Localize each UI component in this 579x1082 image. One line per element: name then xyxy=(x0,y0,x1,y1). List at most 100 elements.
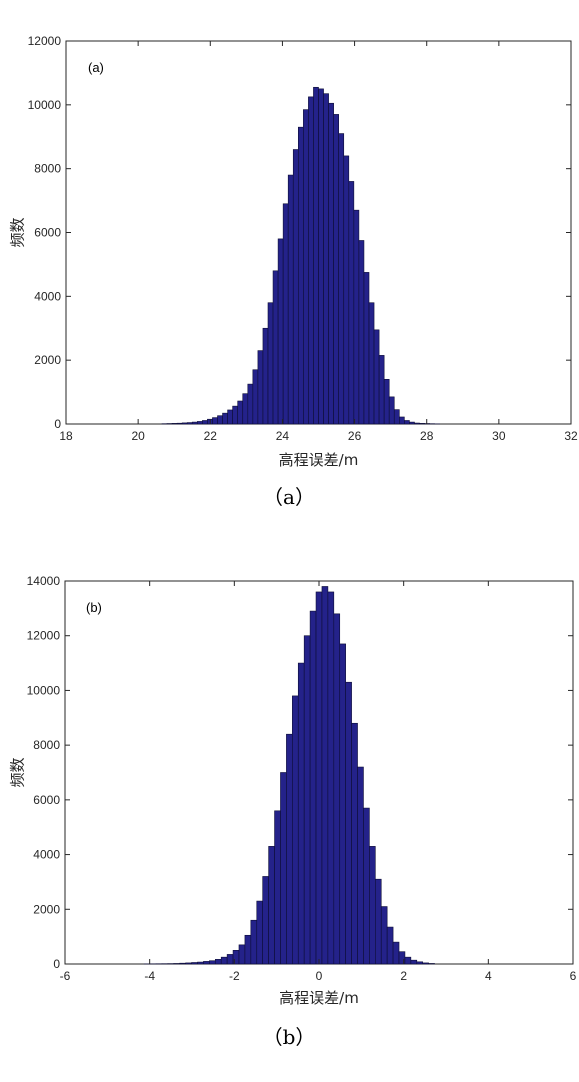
histogram-bars xyxy=(143,586,435,965)
histogram-bar xyxy=(303,635,311,965)
histogram-bar xyxy=(272,270,279,425)
histogram-bar xyxy=(323,93,329,425)
x-tick-label: -6 xyxy=(60,969,71,983)
histogram-bar xyxy=(286,733,293,965)
histogram-bar xyxy=(378,355,385,425)
histogram-bar xyxy=(287,174,294,425)
histogram-bar xyxy=(179,962,186,965)
histogram-bar xyxy=(419,423,425,425)
histogram-bar xyxy=(353,209,360,425)
histogram-bar xyxy=(416,961,424,965)
histogram-bar xyxy=(222,412,228,425)
histogram-bar xyxy=(404,420,410,425)
histogram-bar xyxy=(409,421,415,425)
x-tick-label: -4 xyxy=(144,969,155,983)
y-tick-label: 6000 xyxy=(34,226,61,240)
histogram-bar xyxy=(212,417,218,425)
y-tick-label: 10000 xyxy=(27,683,61,697)
y-axis-ticks: 0 2000 4000 6000 8000 10000 12000 14000 xyxy=(27,574,573,971)
histogram-bar xyxy=(186,422,193,425)
histogram-bar xyxy=(197,421,203,425)
histogram-bar xyxy=(237,400,244,425)
histogram-bar xyxy=(392,941,400,965)
y-tick-label: 0 xyxy=(53,957,60,971)
histogram-bar xyxy=(321,586,329,965)
x-tick-label: 20 xyxy=(131,429,145,443)
histogram-bar xyxy=(410,959,418,965)
histogram-bar xyxy=(315,591,323,965)
histogram-bar xyxy=(268,846,275,965)
histogram-bar xyxy=(313,86,319,425)
histogram-panel-a: 18 20 22 24 26 28 30 32 02000400060008000100001… xyxy=(9,34,578,509)
histogram-bar xyxy=(343,155,350,425)
histogram-bar xyxy=(257,350,264,425)
histogram-bar xyxy=(292,149,299,425)
histogram-bar xyxy=(173,963,181,965)
histogram-bar xyxy=(197,961,204,965)
histogram-bar xyxy=(256,900,263,965)
histogram-bar xyxy=(303,109,309,425)
histogram-bar xyxy=(393,409,400,425)
y-tick-label: 12000 xyxy=(27,629,61,643)
histogram-bar xyxy=(363,807,370,965)
histogram-bar xyxy=(181,422,188,425)
histogram-bar xyxy=(345,681,352,965)
histogram-bar xyxy=(262,876,269,965)
histogram-bar xyxy=(191,962,198,965)
histogram-bar xyxy=(202,420,208,425)
histogram-bar xyxy=(383,379,390,425)
histogram-bar xyxy=(369,846,376,965)
histogram-bar xyxy=(348,181,355,425)
histogram-bar xyxy=(357,766,364,965)
y-tick-label: 2000 xyxy=(34,353,61,367)
x-tick-label: 18 xyxy=(59,429,73,443)
panel-label: (b) xyxy=(86,600,102,615)
y-tick-label: 2000 xyxy=(33,902,60,916)
histogram-bar xyxy=(274,810,281,965)
histogram-bar xyxy=(318,88,324,425)
x-tick-label: 30 xyxy=(492,429,506,443)
histogram-bar xyxy=(380,906,388,965)
x-tick-label: 32 xyxy=(564,429,578,443)
histogram-bar xyxy=(297,662,305,965)
histogram-bar xyxy=(333,613,341,965)
histogram-bar xyxy=(309,610,317,965)
histogram-bar xyxy=(375,878,382,965)
x-tick-label: 26 xyxy=(348,429,362,443)
histogram-bar xyxy=(267,302,274,425)
histogram-bar xyxy=(292,695,299,965)
histogram-bar xyxy=(327,591,335,965)
x-tick-label: 6 xyxy=(570,969,577,983)
histogram-bar xyxy=(226,954,234,965)
y-tick-label: 8000 xyxy=(34,162,61,176)
x-tick-label: 22 xyxy=(204,429,218,443)
figure-caption: （b） xyxy=(263,1025,316,1049)
histogram-bar xyxy=(171,423,178,425)
histogram-bar xyxy=(414,422,420,425)
x-tick-label: -2 xyxy=(229,969,240,983)
histogram-bar xyxy=(185,962,192,965)
histogram-bar xyxy=(209,960,216,965)
x-tick-label: 0 xyxy=(316,969,323,983)
histogram-bar xyxy=(232,405,238,425)
histogram-bar xyxy=(244,934,252,965)
panel-label: (a) xyxy=(88,60,104,75)
histogram-bar xyxy=(422,962,429,965)
histogram-bar xyxy=(308,96,314,425)
histogram-bar xyxy=(250,919,258,965)
histogram-bar xyxy=(368,302,375,425)
histogram-bar xyxy=(398,416,405,425)
histogram-bar xyxy=(373,329,380,425)
y-tick-label: 8000 xyxy=(33,738,60,752)
histogram-bar xyxy=(277,238,284,425)
histogram-bar xyxy=(203,961,210,965)
histogram-bar xyxy=(227,409,233,425)
y-tick-label: 6000 xyxy=(33,793,60,807)
histogram-bar xyxy=(247,383,254,425)
histogram-bar xyxy=(252,369,259,425)
x-axis-ticks: -6 -4 -2 0 2 4 6 xyxy=(60,581,577,983)
histogram-bar xyxy=(333,114,339,425)
histogram-bar xyxy=(386,926,394,965)
x-tick-label: 24 xyxy=(276,429,290,443)
